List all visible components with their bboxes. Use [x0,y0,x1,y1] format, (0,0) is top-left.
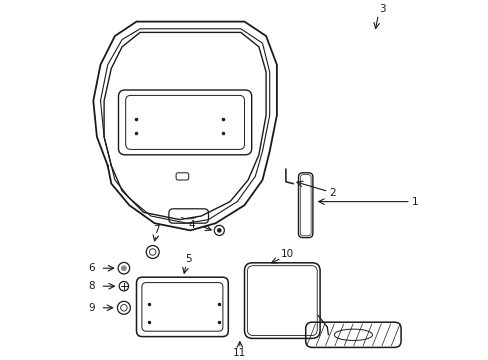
Text: 1: 1 [411,197,418,207]
Circle shape [217,228,221,233]
Text: 11: 11 [233,348,246,358]
Text: 2: 2 [329,188,335,198]
Circle shape [121,265,126,271]
Text: 7: 7 [153,225,159,235]
Text: 3: 3 [378,4,385,14]
Text: 9: 9 [88,303,95,313]
Text: 5: 5 [185,254,192,264]
Text: 8: 8 [88,281,95,291]
Text: 4: 4 [188,220,195,230]
Text: 10: 10 [280,249,293,259]
Text: 6: 6 [88,263,95,273]
